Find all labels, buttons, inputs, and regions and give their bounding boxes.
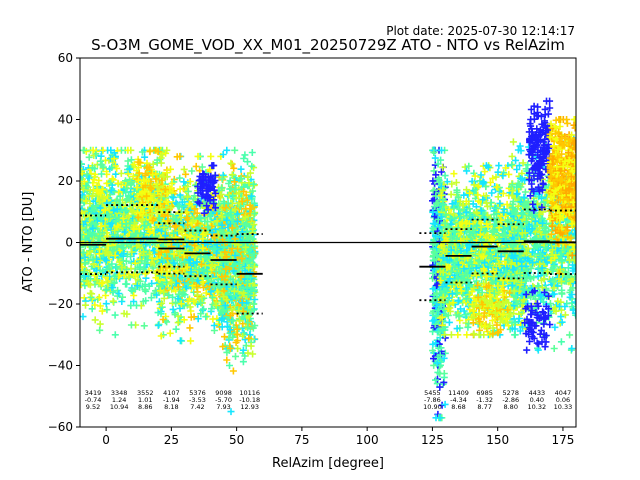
data-point-cluster-0 [127,156,135,164]
plot-date: Plot date: 2025-07-30 12:14:17 [386,24,575,38]
data-point-cluster-0 [124,146,132,154]
chart-title: S-O3M_GOME_VOD_XX_M01_20250729Z ATO - NT… [91,36,565,55]
data-point-cluster-0 [124,213,132,220]
data-point-cluster-0 [120,310,128,318]
data-point-cluster-0 [80,146,87,154]
data-point-cluster-0 [103,179,111,187]
data-point-cluster-0 [111,331,119,339]
data-point-cluster-0 [103,306,111,314]
data-point-cluster-0 [86,212,94,220]
data-point-cluster-0 [125,273,133,281]
data-point-cluster-0 [82,218,90,226]
data-point-cluster-0 [111,311,119,319]
data-point-cluster-0 [98,307,106,315]
data-point-cluster-0 [130,161,138,169]
data-point-cluster-0 [88,305,96,313]
data-point-cluster-0 [125,170,132,178]
data-point-cluster-0 [145,282,153,290]
data-point-cluster-0 [109,297,117,305]
data-point-cluster-0 [96,256,104,264]
data-point-cluster-0 [80,263,86,271]
data-point-cluster-0 [80,313,87,321]
data-point-cluster-0 [98,229,106,236]
data-point-cluster-0 [138,148,146,156]
data-point-cluster-0 [133,184,141,192]
data-point-cluster-0 [96,302,104,310]
data-point-cluster-0 [102,300,110,308]
data-point-cluster-0 [91,272,99,280]
data-point-cluster-0 [96,320,104,328]
data-point-cluster-0 [90,176,98,183]
data-point-cluster-0 [117,169,125,177]
data-point-cluster-0 [91,165,99,173]
data-point-cluster-0 [99,146,107,154]
data-point-cluster-0 [141,270,149,278]
data-point-cluster-0 [108,260,116,268]
data-point-cluster-0 [122,280,130,288]
data-point-cluster-0 [93,267,101,275]
data-point-cluster-0 [147,294,155,302]
data-point-cluster-0 [93,276,101,284]
data-point-cluster-0 [142,297,150,305]
data-point-cluster-0 [80,294,88,302]
data-point-cluster-0 [80,185,87,193]
data-point-cluster-0 [80,160,85,168]
data-point-cluster-0 [136,263,144,271]
data-point-cluster-0 [130,271,138,279]
data-point-cluster-0 [133,301,140,309]
data-point-cluster-0 [98,280,106,287]
data-point-cluster-0 [108,284,116,291]
data-point-cluster-0 [80,248,87,256]
data-point-cluster-0 [130,298,138,305]
data-point-cluster-0 [114,179,122,187]
data-point-cluster-0 [140,322,148,330]
data-point-cluster-0 [127,286,135,294]
